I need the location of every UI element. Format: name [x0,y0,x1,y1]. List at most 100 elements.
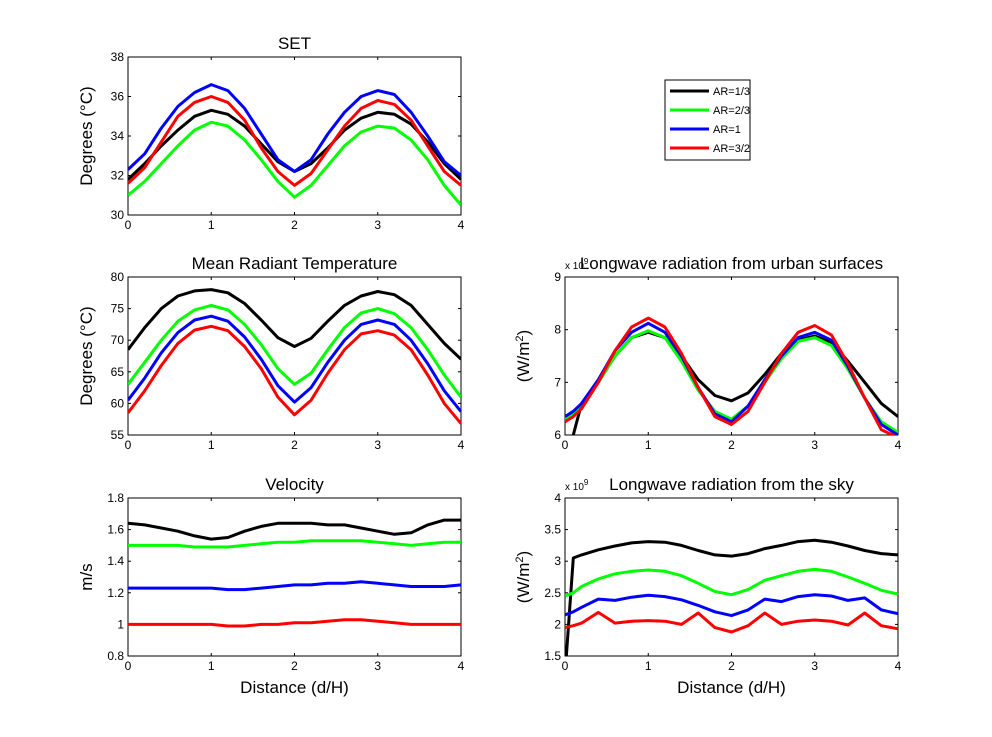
y-axis-label: (W/m2) [514,330,533,382]
axes-box [127,56,462,216]
x-tick-label: 2 [291,438,298,452]
series-line-ar-1 [128,314,461,413]
series-line-ar-1 [565,593,898,618]
series-line-ar-3-2 [128,618,461,628]
y-tick-label: 65 [111,365,125,379]
x-axis-label: Distance (d/H) [677,678,786,697]
x-tick-label: 1 [208,438,215,452]
chart-panel-2: 0 1 2 3 4 55 60 65 70 75 80 Mean Radiant Temperatur… [77,254,465,452]
y-tick-label: 32 [111,169,125,183]
legend-label: AR=2/3 [713,105,750,117]
legend-label: AR=3/2 [713,143,750,155]
x-tick-label: 3 [811,438,818,452]
series-line-ar-1-3 [128,288,461,361]
series-line-ar-1-3 [565,538,898,656]
x-tick-label: 3 [374,218,381,232]
y-tick-label: 1.6 [107,523,124,537]
y-tick-label: 80 [111,270,125,284]
axis-exponent-power: 9 [584,478,589,487]
chart-title: Longwave radiation from the sky [609,475,854,494]
series-line-ar-2-3 [128,120,461,207]
x-tick-label: 3 [811,659,818,673]
y-tick-label: 1.8 [107,491,124,505]
x-axis-label: Distance (d/H) [240,678,349,697]
y-tick-label: 0.8 [107,649,124,663]
x-tick-label: 4 [458,218,465,232]
series-line-ar-2-3 [565,567,898,598]
x-tick-label: 2 [291,218,298,232]
y-axis-label-close: ) [514,551,533,557]
y-tick-label: 34 [111,129,125,143]
x-tick-label: 0 [562,659,569,673]
axis-exponent: x 109 [565,257,589,272]
y-tick-label: 2 [554,617,561,631]
y-tick-label: 55 [111,428,125,442]
series-line-ar-2-3 [128,303,461,399]
series-line-ar-3-2 [128,324,461,425]
chart-title: SET [278,34,311,53]
series-line-ar-3-2 [128,95,461,187]
x-tick-label: 1 [208,218,215,232]
series-line-ar-1 [128,580,461,592]
x-tick-label: 2 [728,438,735,452]
x-tick-label: 4 [458,659,465,673]
y-axis-label-close: ) [514,330,533,336]
chart-title: Longwave radiation from urban surfaces [580,254,883,273]
x-tick-label: 4 [895,659,902,673]
series-line-ar-3-2 [565,610,898,634]
axis-exponent: x 109 [565,478,589,493]
y-tick-label: 30 [111,208,125,222]
y-tick-label: 1.4 [107,554,124,568]
x-tick-label: 3 [374,438,381,452]
y-axis-label: (W/m2) [514,551,533,603]
x-tick-label: 3 [374,659,381,673]
x-tick-label: 0 [125,438,132,452]
y-tick-label: 9 [554,270,561,284]
x-tick-label: 4 [895,438,902,452]
y-tick-label: 4 [554,491,561,505]
x-tick-label: 1 [208,659,215,673]
axis-exponent-base: x 10 [565,482,584,493]
y-tick-label: 1.2 [107,586,124,600]
x-tick-label: 0 [562,438,569,452]
x-tick-label: 1 [645,659,652,673]
y-axis-label-superscript: 2 [514,335,526,341]
y-axis-label: Degrees (°C) [77,86,96,185]
series-line-ar-2-3 [128,539,461,549]
x-tick-label: 0 [125,659,132,673]
y-tick-label: 1.5 [544,649,561,663]
chart-title: Mean Radiant Temperature [192,254,398,273]
y-tick-label: 2.5 [544,586,561,600]
x-tick-label: 0 [125,218,132,232]
y-tick-label: 75 [111,302,125,316]
legend: AR=1/3 AR=2/3 AR=1 AR=3/2 [664,79,751,161]
y-tick-label: 3.5 [544,523,561,537]
axes-box [127,497,462,657]
y-tick-label: 36 [111,90,125,104]
y-tick-label: 70 [111,333,125,347]
y-tick-label: 1 [117,617,124,631]
y-axis-label-text: (W/m [514,342,533,383]
series-line-ar-3-2 [565,316,897,435]
axes-box [127,276,462,436]
y-axis-label: m/s [77,563,96,590]
y-axis-label-superscript: 2 [514,556,526,562]
y-tick-label: 3 [554,554,561,568]
y-tick-label: 6 [554,428,561,442]
y-axis-label-text: (W/m [514,563,533,604]
axis-exponent-power: 9 [584,257,589,266]
x-tick-label: 4 [458,438,465,452]
series-line-ar-1-3 [128,518,461,541]
axis-exponent-base: x 10 [565,261,584,272]
chart-panel-3: 0 1 2 3 4 0.8 1 1.2 1.4 1.6 1.8 Velocity Distance (d… [77,475,465,697]
x-tick-label: 1 [645,438,652,452]
chart-title: Velocity [265,475,324,494]
legend-label: AR=1 [713,124,741,136]
x-tick-label: 2 [291,659,298,673]
chart-panel-5: 0 1 2 3 4 1.5 2 2.5 3 3.5 4 Longwave radiation from… [514,475,902,697]
series-line-ar-1 [128,83,461,177]
y-tick-label: 60 [111,396,125,410]
